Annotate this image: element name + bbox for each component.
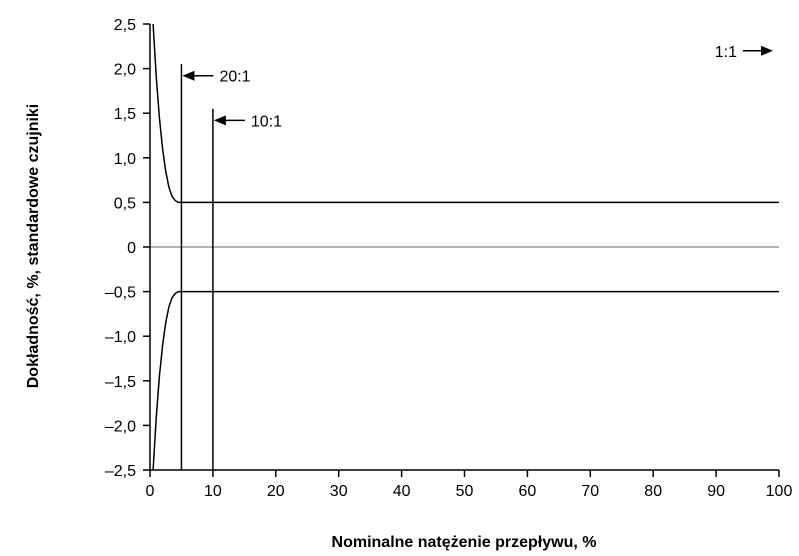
y-tick-label: –2,5 (105, 463, 136, 480)
x-tick-label: 20 (267, 483, 285, 500)
x-tick-label: 50 (456, 483, 474, 500)
y-tick-label: –1,0 (105, 329, 136, 346)
x-tick-label: 80 (644, 483, 662, 500)
series-line-1 (152, 290, 779, 470)
y-tick-label: 0 (127, 240, 136, 257)
x-tick-label: 10 (204, 483, 222, 500)
y-tick-label: 0,5 (114, 195, 136, 212)
plot-area (150, 24, 779, 470)
x-tick-label: 40 (393, 483, 411, 500)
x-axis-title: Nominalne natężenie przepływu, % (332, 534, 597, 551)
y-tick-label: –1,5 (105, 374, 136, 391)
annotation-arrowhead-0 (182, 70, 195, 81)
x-tick-label: 90 (707, 483, 725, 500)
x-tick-label: 60 (519, 483, 537, 500)
annotation-arrowhead-1 (213, 115, 226, 126)
annotation-arrowhead-2 (761, 45, 773, 56)
y-tick-label: –2,0 (105, 418, 136, 435)
annotation-label-1: 10:1 (251, 113, 282, 130)
y-tick-label: 2,5 (114, 17, 136, 34)
y-tick-label: –0,5 (105, 285, 136, 302)
x-tick-label: 30 (330, 483, 348, 500)
y-axis-title: Dokładność, %, standardowe czujniki (25, 104, 42, 389)
y-tick-label: 2,0 (114, 62, 136, 79)
series-line-0 (152, 24, 779, 204)
annotation-label-0: 20:1 (219, 69, 250, 86)
y-tick-label: 1,0 (114, 151, 136, 168)
x-tick-label: 100 (766, 483, 793, 500)
tick-labels: 2,5 2,0 1,5 1,0 0,5 0 –0,5 –1,0 –1,5 –2,0 –2,5 0 10 2… (105, 17, 793, 500)
x-tick-label: 0 (146, 483, 155, 500)
annotations: 20:1 10:1 1:1 (182, 44, 773, 130)
x-tick-label: 70 (581, 483, 599, 500)
y-tick-label: 1,5 (114, 106, 136, 123)
annotation-label-2: 1:1 (715, 44, 737, 61)
